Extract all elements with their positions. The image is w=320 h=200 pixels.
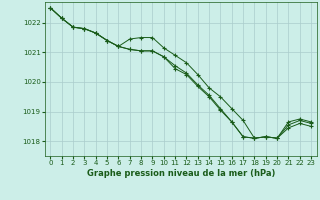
X-axis label: Graphe pression niveau de la mer (hPa): Graphe pression niveau de la mer (hPa)	[87, 169, 275, 178]
